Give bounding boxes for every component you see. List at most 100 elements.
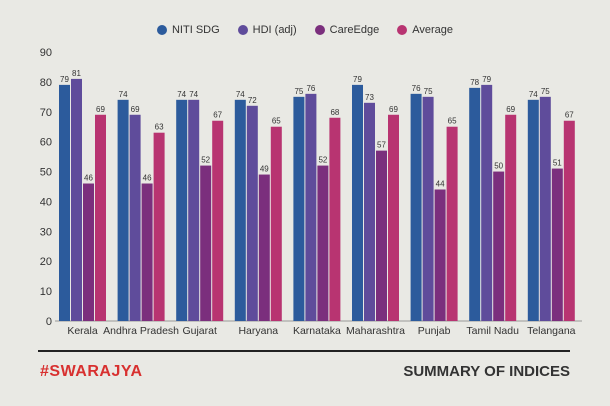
data-label: 69 [131, 105, 140, 114]
data-label: 63 [155, 123, 164, 132]
data-label: 67 [213, 111, 222, 120]
bar [129, 114, 141, 322]
bar [270, 126, 282, 321]
x-tick-label: Punjab [418, 325, 451, 337]
data-label: 65 [272, 117, 281, 126]
bar [176, 99, 188, 321]
bar [234, 99, 246, 321]
footer-title: SUMMARY OF INDICES [403, 363, 570, 380]
bar [505, 114, 517, 322]
bar [59, 84, 70, 321]
data-label: 81 [72, 69, 81, 78]
bar [200, 165, 212, 321]
y-tick-label: 30 [40, 226, 52, 238]
data-label: 79 [60, 75, 69, 84]
data-label: 69 [96, 105, 105, 114]
legend-label: CareEdge [329, 24, 380, 36]
y-tick-label: 80 [40, 77, 52, 89]
bar [95, 114, 106, 322]
bar [293, 96, 305, 321]
bar [305, 93, 317, 321]
bar [388, 114, 399, 322]
data-label: 74 [177, 90, 186, 99]
legend-swatch [237, 25, 248, 35]
data-label: 75 [424, 87, 433, 96]
data-label: 67 [565, 111, 574, 120]
bar-chart: 010203040506070809079814669Kerala7469466… [40, 47, 582, 337]
bar [71, 78, 82, 322]
y-tick-label: 0 [46, 316, 52, 328]
bar [141, 183, 153, 321]
bar [410, 93, 422, 321]
y-tick-label: 50 [40, 167, 52, 179]
data-label: 76 [306, 84, 315, 93]
legend: NITI SDG HDI (adj) CareEdge Average [0, 24, 610, 36]
data-label: 51 [553, 159, 562, 168]
bar [188, 99, 200, 321]
data-label: 79 [353, 75, 362, 84]
x-tick-label: Gujarat [182, 325, 217, 337]
bar [329, 117, 341, 321]
y-tick-label: 40 [40, 196, 52, 208]
data-label: 76 [412, 84, 421, 93]
legend-item: HDI (adj) [237, 24, 297, 36]
bar [469, 87, 481, 321]
x-tick-label: Maharashtra [346, 325, 405, 337]
x-tick-label: Andhra Pradesh [103, 325, 179, 337]
bar [481, 84, 493, 321]
y-tick-label: 90 [40, 47, 52, 59]
footer-divider [38, 350, 570, 352]
y-tick-label: 10 [40, 286, 52, 298]
data-label: 50 [494, 162, 503, 171]
data-label: 57 [377, 141, 386, 150]
data-label: 74 [529, 90, 538, 99]
legend-swatch [397, 25, 408, 35]
bar [212, 120, 224, 321]
y-tick-label: 70 [40, 107, 52, 119]
data-label: 73 [365, 93, 374, 102]
x-tick-label: Telangana [527, 325, 576, 337]
bar [551, 168, 563, 321]
bar [376, 150, 387, 321]
bar [83, 183, 94, 321]
bar [493, 171, 505, 321]
x-tick-label: Karnataka [293, 325, 341, 337]
y-tick-label: 60 [40, 137, 52, 149]
data-label: 69 [389, 105, 398, 114]
data-label: 74 [119, 90, 128, 99]
data-label: 75 [294, 87, 303, 96]
y-tick-label: 20 [40, 256, 52, 268]
data-label: 44 [436, 179, 445, 188]
bar [539, 96, 551, 321]
data-label: 69 [506, 105, 515, 114]
bar [563, 120, 575, 321]
data-label: 75 [541, 87, 550, 96]
legend-label: Average [412, 24, 453, 36]
data-label: 68 [330, 108, 339, 117]
legend-item: NITI SDG [156, 24, 220, 36]
bar [352, 84, 363, 321]
bar [364, 102, 375, 321]
bar [527, 99, 539, 321]
x-tick-label: Haryana [238, 325, 278, 337]
x-tick-label: Kerala [67, 325, 98, 337]
bar [422, 96, 434, 321]
bar [153, 132, 165, 321]
legend-item: Average [397, 24, 453, 36]
data-label: 52 [318, 156, 327, 165]
data-label: 52 [201, 156, 210, 165]
legend-label: HDI (adj) [252, 24, 297, 36]
data-label: 46 [84, 174, 93, 183]
data-label: 49 [260, 165, 269, 174]
x-tick-label: Tamil Nadu [466, 325, 519, 337]
bar [317, 165, 329, 321]
data-label: 78 [470, 78, 479, 87]
data-label: 74 [236, 90, 245, 99]
data-label: 74 [189, 90, 198, 99]
legend-swatch [156, 25, 167, 35]
bar [434, 189, 446, 321]
brand-logo: #SWARAJYA [40, 363, 143, 380]
data-label: 72 [248, 96, 257, 105]
data-label: 46 [143, 174, 152, 183]
